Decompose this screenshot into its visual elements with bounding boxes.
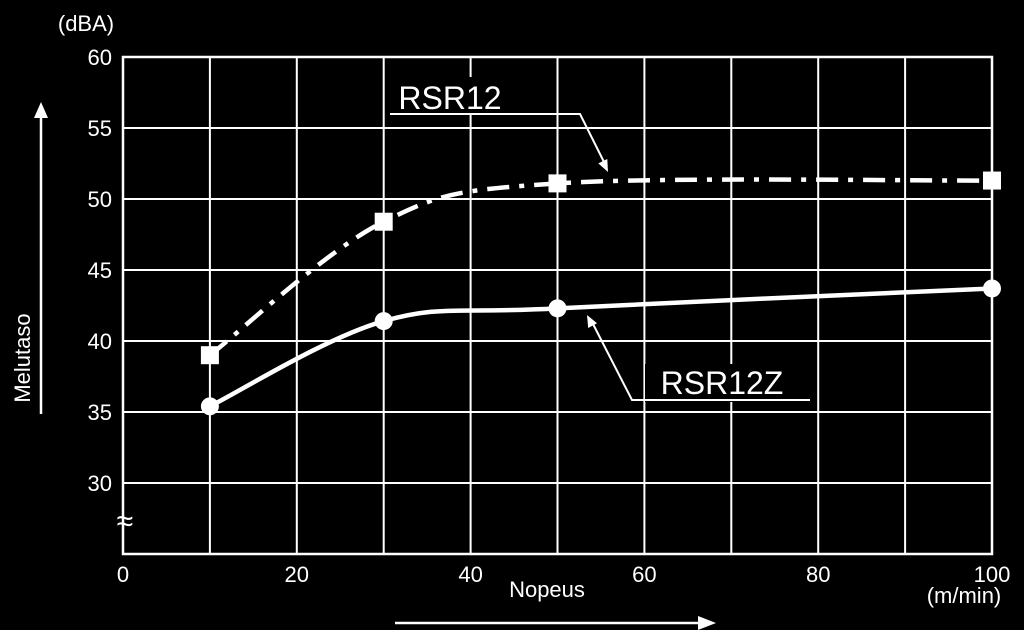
series-callouts: RSR12 RSR12Z (385, 77, 810, 402)
y-axis-arrow (34, 102, 48, 414)
data-point-square (983, 171, 1001, 190)
data-point-square (548, 174, 567, 193)
data-point-square (200, 346, 219, 365)
callout-arrowhead (587, 315, 598, 328)
data-point-circle (548, 299, 567, 318)
series-line (208, 177, 993, 357)
callout-rsr12: RSR12 (385, 77, 608, 172)
y-tick-label: 45 (88, 258, 112, 283)
x-unit-label: (m/min) (927, 583, 1002, 608)
y-tick-label: 50 (88, 187, 112, 212)
callout-arrowhead (598, 159, 608, 172)
y-unit-label: (dBA) (58, 11, 114, 36)
grid (121, 55, 994, 556)
data-point-circle (374, 312, 393, 331)
data-point-square (374, 212, 393, 231)
x-tick-label: 100 (974, 562, 1011, 587)
callout-leader (591, 321, 810, 401)
plot-frame (121, 55, 994, 556)
y-tick-label: 55 (88, 116, 112, 141)
callout-background (645, 364, 805, 402)
y-tick-label: 60 (88, 45, 112, 70)
series-label-rsr12z: RSR12Z (661, 365, 784, 401)
x-axis-arrow (395, 616, 716, 630)
series-rsr12 (200, 171, 1001, 365)
y-axis-title: Melutaso (10, 313, 35, 402)
tick-labels: 30 35 40 45 50 55 60 0 20 40 60 80 100 (88, 45, 1011, 587)
x-tick-label: 0 (117, 562, 129, 587)
x-axis-title: Nopeus (509, 577, 585, 602)
x-tick-label: 80 (806, 562, 830, 587)
callout-background (385, 77, 515, 115)
data-point-circle (983, 279, 1001, 298)
series-line (208, 286, 993, 409)
series-label-rsr12: RSR12 (398, 80, 501, 116)
x-tick-label: 40 (458, 562, 482, 587)
y-tick-label: 35 (88, 400, 112, 425)
y-tick-label: 40 (88, 329, 112, 354)
callout-rsr12z: RSR12Z (587, 315, 810, 402)
y-tick-label: 30 (88, 471, 112, 496)
x-tick-label: 20 (285, 562, 309, 587)
series-layer (200, 171, 1001, 416)
x-tick-label: 60 (632, 562, 656, 587)
data-point-circle (200, 397, 219, 416)
series-rsr12z (200, 279, 1001, 416)
axis-break-symbol: ≈ (117, 505, 133, 538)
callout-leader (390, 113, 607, 167)
